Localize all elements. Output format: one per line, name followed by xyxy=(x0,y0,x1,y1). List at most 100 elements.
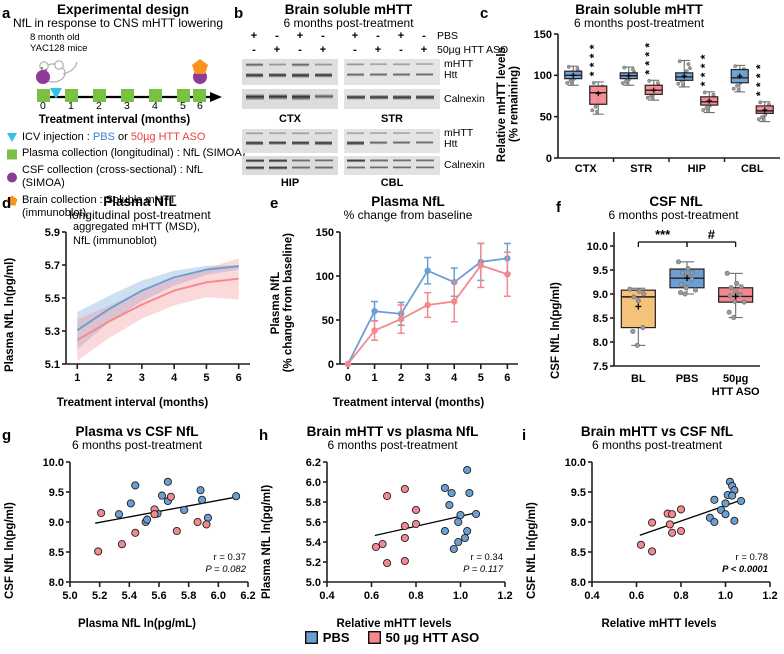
legend-aso-swatch-icon xyxy=(367,631,381,644)
svg-text:5.9: 5.9 xyxy=(45,227,60,239)
svg-text:0.8: 0.8 xyxy=(673,590,688,602)
panel-e-ylabel-line2: (% change from baseline) xyxy=(282,232,295,373)
panel-g-xlabel: Plasma NfL ln(pg/mL) xyxy=(78,618,196,630)
legend-aso: 50 µg HTT ASO xyxy=(367,630,479,645)
svg-text:#: # xyxy=(708,227,716,242)
svg-text:HIP: HIP xyxy=(688,163,706,175)
svg-text:5: 5 xyxy=(478,372,484,384)
panel-d-plot: 5.1 5.3 5.5 5.7 5.9 1 2 3 4 5 6 xyxy=(45,227,250,384)
timeline-plasma-0 xyxy=(37,89,50,102)
tick-0: 0 xyxy=(40,100,46,112)
panel-i-xlabel: Relative mHTT levels xyxy=(601,618,717,630)
svg-text:0: 0 xyxy=(546,153,552,165)
svg-text:+: + xyxy=(398,30,404,42)
legend-injection-aso: 50µg HTT ASO xyxy=(130,131,206,143)
svg-text:6: 6 xyxy=(236,372,242,384)
svg-text:CTX: CTX xyxy=(279,113,302,125)
panel-i-title: Brain mHTT vs CSF NfL xyxy=(580,424,734,439)
svg-text:-: - xyxy=(399,44,403,56)
svg-text:*: * xyxy=(587,44,601,49)
svg-text:1.2: 1.2 xyxy=(497,590,512,602)
panel-g: g Plasma vs CSF NfL 6 months post-treatm… xyxy=(0,416,262,638)
panel-c-title: Brain soluble mHTT xyxy=(575,2,703,17)
svg-text:0.4: 0.4 xyxy=(319,590,335,602)
svg-text:*: * xyxy=(587,62,601,67)
svg-text:PBS: PBS xyxy=(437,30,458,42)
legend-pbs-label: PBS xyxy=(322,630,350,645)
panel-e-subtitle: % change from baseline xyxy=(343,208,473,222)
svg-text:6.2: 6.2 xyxy=(240,590,255,602)
panel-c: c Brain soluble mHTT 6 months post-treat… xyxy=(474,0,784,190)
panel-a: a Experimental design NfL in response to… xyxy=(0,0,245,247)
svg-text:5.2: 5.2 xyxy=(92,590,107,602)
svg-text:5.4: 5.4 xyxy=(306,537,322,549)
svg-text:5.7: 5.7 xyxy=(45,260,60,272)
svg-text:6.0: 6.0 xyxy=(306,477,321,489)
panel-c-ylabel: Relative mHTT levels (% remaining) xyxy=(496,40,521,170)
timeline-csf-0 xyxy=(36,70,50,84)
svg-text:150: 150 xyxy=(534,29,552,41)
svg-text:mHTT: mHTT xyxy=(444,58,474,70)
panel-g-letter: g xyxy=(2,427,12,444)
panel-i-plot: 8.0 8.5 9.0 9.5 10.0 0.4 0.6 0.8 1.0 1.2 r = 0.78P… xyxy=(565,457,778,602)
svg-text:***: *** xyxy=(655,227,671,242)
svg-text:5.8: 5.8 xyxy=(181,590,196,602)
legend-brain-line3: NfL (immunoblot) xyxy=(73,234,157,247)
svg-text:9.0: 9.0 xyxy=(49,517,64,529)
panel-c-ylabel-line2: (% remaining) xyxy=(508,66,521,144)
legend-brain-text: Brain collection : Soluble mHTT (immunob… xyxy=(22,193,176,220)
svg-text:-: - xyxy=(422,30,426,42)
svg-text:10.0: 10.0 xyxy=(587,241,608,253)
svg-text:1: 1 xyxy=(371,372,377,384)
tick-5: 5 xyxy=(180,100,186,112)
svg-text:P = 0.082: P = 0.082 xyxy=(205,564,246,575)
panel-d-subtitle: longitudinal post-treatment xyxy=(69,208,211,222)
panel-a-legend: ICV injection : PBS or 50µg HTT ASO Plas… xyxy=(6,131,246,251)
svg-text:9.5: 9.5 xyxy=(571,487,586,499)
panel-g-subtitle: 6 months post-treatment xyxy=(71,438,203,452)
mouse-label-line2: YAC128 mice xyxy=(30,43,88,55)
panel-a-mouse-label: 8 month old YAC128 mice xyxy=(30,32,87,54)
panel-f: f CSF NfL 6 months post-treatment CSF Nf… xyxy=(536,192,784,414)
svg-text:P = 0.117: P = 0.117 xyxy=(463,564,504,575)
panel-d-ylabel: Plasma NfL ln(pg/ml) xyxy=(4,257,16,372)
svg-text:CBL: CBL xyxy=(741,163,764,175)
svg-text:9.5: 9.5 xyxy=(593,265,608,277)
svg-text:8.5: 8.5 xyxy=(571,547,586,559)
svg-text:50: 50 xyxy=(540,111,552,123)
panel-e: e Plasma NfL % change from baseline Plas… xyxy=(268,192,536,414)
svg-text:*: * xyxy=(698,81,712,86)
panel-f-title: CSF NfL xyxy=(649,194,703,209)
timeline-brain-icon xyxy=(192,59,208,74)
panel-e-ylabel-line1: Plasma NfL xyxy=(270,271,282,334)
svg-text:9.0: 9.0 xyxy=(593,289,608,301)
legend-item-plasma: Plasma collection (longitudinal) : NfL (… xyxy=(6,147,246,161)
circle-icon xyxy=(7,172,17,183)
timeline-plasma-6 xyxy=(193,89,206,102)
svg-text:CBL: CBL xyxy=(381,177,404,189)
timeline-plasma-5 xyxy=(177,89,190,102)
panel-h-xlabel: Relative mHTT levels xyxy=(336,618,452,630)
svg-text:*: * xyxy=(587,53,601,58)
legend-pbs: PBS xyxy=(304,630,350,645)
svg-text:1.0: 1.0 xyxy=(453,590,468,602)
panel-d-letter: d xyxy=(2,195,12,212)
svg-text:0: 0 xyxy=(345,372,351,384)
svg-text:7.5: 7.5 xyxy=(593,361,608,373)
svg-text:Calnexin: Calnexin xyxy=(444,93,485,105)
svg-text:8.5: 8.5 xyxy=(49,547,64,559)
svg-text:1.0: 1.0 xyxy=(718,590,733,602)
svg-text:mHTT: mHTT xyxy=(444,127,474,139)
panel-h-ylabel: Plasma NfL ln(pg/ml) xyxy=(261,484,273,599)
svg-text:0.6: 0.6 xyxy=(364,590,379,602)
svg-text:0.6: 0.6 xyxy=(629,590,644,602)
svg-text:0.8: 0.8 xyxy=(408,590,423,602)
panel-f-subtitle: 6 months post-treatment xyxy=(608,208,739,222)
svg-text:0: 0 xyxy=(328,359,334,371)
svg-text:50: 50 xyxy=(322,315,334,327)
panel-i-letter: i xyxy=(522,427,527,444)
svg-text:-: - xyxy=(275,30,279,42)
svg-text:1: 1 xyxy=(74,372,80,384)
panel-i-ylabel: CSF NfL ln(pg/ml) xyxy=(526,502,538,599)
svg-text:8.0: 8.0 xyxy=(49,577,64,589)
